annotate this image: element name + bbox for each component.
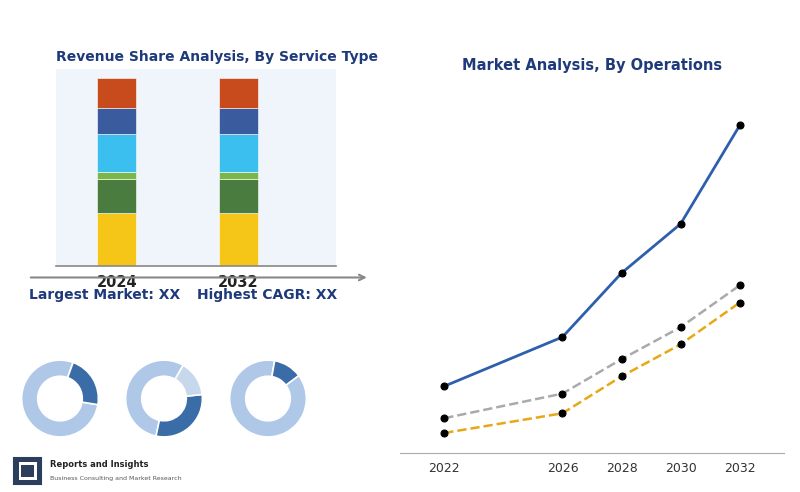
FancyBboxPatch shape (18, 462, 37, 480)
Wedge shape (68, 363, 98, 404)
Text: Largest Market: XX: Largest Market: XX (30, 288, 181, 302)
Bar (219, 172, 258, 180)
Text: Highest CAGR: XX: Highest CAGR: XX (198, 288, 338, 302)
Bar (98, 172, 136, 180)
Wedge shape (272, 361, 298, 385)
Bar (98, 134, 136, 172)
Bar (98, 180, 136, 213)
Wedge shape (22, 360, 98, 437)
Wedge shape (230, 360, 306, 437)
Wedge shape (126, 360, 183, 436)
Bar (219, 78, 258, 108)
FancyBboxPatch shape (14, 459, 41, 484)
Text: Revenue Share Analysis, By Service Type: Revenue Share Analysis, By Service Type (56, 50, 378, 63)
Bar (219, 134, 258, 172)
FancyBboxPatch shape (21, 465, 34, 477)
Wedge shape (156, 395, 202, 437)
Bar (219, 108, 258, 134)
Bar (98, 78, 136, 108)
Bar (98, 108, 136, 134)
Wedge shape (175, 365, 202, 396)
Bar (219, 180, 258, 213)
Text: Reports and Insights: Reports and Insights (50, 460, 149, 468)
Title: Market Analysis, By Operations: Market Analysis, By Operations (462, 58, 722, 73)
Text: Business Consulting and Market Research: Business Consulting and Market Research (50, 476, 182, 481)
Bar (98, 213, 136, 266)
Bar (219, 213, 258, 266)
Text: ASIA PACIFIC UPSTREAM OIL AND GAS SERVICES MARKET SEGMENT ANALYSIS: ASIA PACIFIC UPSTREAM OIL AND GAS SERVIC… (10, 19, 654, 34)
